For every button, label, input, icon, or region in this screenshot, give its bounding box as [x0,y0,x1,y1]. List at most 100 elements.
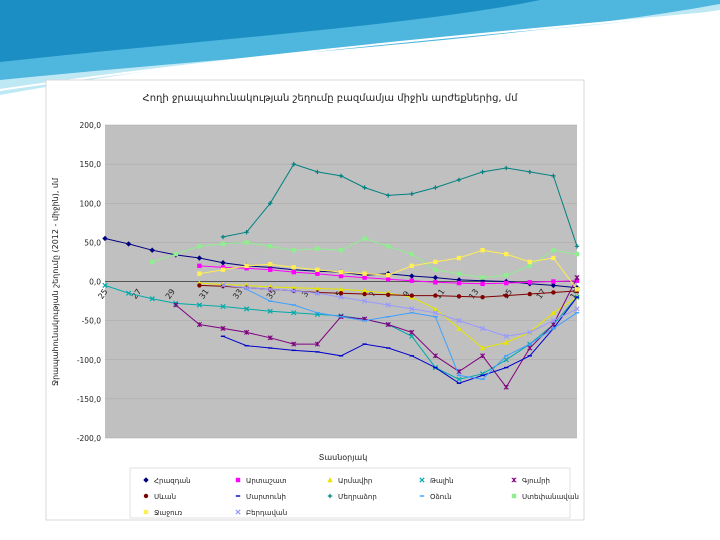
legend-box [129,467,571,519]
data-point [243,285,250,291]
legend-label: Մեղրաձոր [338,493,377,501]
data-point [456,318,462,324]
x-tick-label: 5 [334,289,344,298]
legend-item: Բերդավան [235,509,287,517]
data-point [327,493,333,499]
data-point [480,275,485,280]
data-point [409,329,415,335]
legend-item: Արմավիր [327,477,372,485]
data-point [419,477,425,483]
y-tick-label: -100,0 [77,356,101,365]
legend-item: Ջաջուռ [143,509,183,517]
data-point [456,325,462,331]
data-point [504,251,509,257]
data-point [574,275,580,281]
data-point [197,283,202,288]
data-point [551,173,556,179]
data-point [574,287,580,292]
data-point [338,273,344,279]
data-point [550,310,557,315]
data-point [551,248,556,253]
data-point [385,302,391,308]
data-point [432,353,438,359]
data-point [220,265,226,270]
series-4 [173,275,580,390]
data-point [386,292,391,298]
y-tick-label: 200,0 [80,121,102,130]
data-point [361,288,368,294]
data-point [197,244,202,249]
data-point [315,267,320,272]
data-point [386,193,391,198]
x-tick-label: 3 [300,289,310,298]
data-point [362,271,367,276]
data-point [480,294,485,300]
data-point [244,230,249,235]
series-line [222,284,578,337]
data-point [527,280,532,285]
data-point [503,384,509,390]
data-point [362,236,367,241]
legend-label: Հրազդան [154,477,191,485]
data-point [456,255,462,261]
data-point [574,306,580,312]
y-tick-label: -200,0 [77,434,101,443]
data-point [456,177,462,182]
data-point [267,335,273,341]
data-point [315,246,320,251]
data-point [503,357,509,363]
data-point [479,345,486,351]
legend-label: Թալին [430,477,454,485]
data-point [527,259,532,265]
data-point [433,185,438,190]
data-point [574,251,580,257]
x-tick-label: 9 [401,289,411,298]
data-point [235,477,241,483]
data-point [433,280,438,285]
legend-label: Սևան [154,493,176,501]
data-point [409,333,415,339]
data-point [268,267,273,272]
data-point [480,169,485,175]
data-point [386,276,391,282]
legend-item: Օձուն [419,493,452,501]
data-point [551,255,556,261]
series-8 [244,288,580,381]
data-point [291,288,297,294]
series-line [222,163,578,247]
data-point [315,271,320,276]
data-point [551,279,556,284]
data-point [409,306,415,312]
y-tick-label: -150,0 [77,395,101,404]
data-point [244,240,249,245]
data-point [314,341,320,347]
data-point [511,493,517,499]
data-point [327,477,333,483]
y-tick-label: -50,0 [82,317,102,326]
data-point [361,298,368,304]
data-point [503,339,509,345]
data-point [504,280,509,286]
y-axis: -200,0 -150,0 -100,0 -50,0 0,0 50,0 100,0 150,0… [77,121,101,443]
data-point [456,271,462,276]
data-point [527,345,533,351]
legend-item: Սևան [143,493,176,501]
data-point [291,248,296,253]
data-point [315,169,320,175]
data-point [574,244,580,249]
data-point [433,293,438,298]
data-point [503,333,509,339]
legend-item: Մարտունի [235,493,286,501]
data-point [504,165,509,171]
data-point [432,274,439,281]
data-point [268,244,273,249]
data-point [386,273,391,278]
data-point [409,273,415,279]
data-point [511,477,517,483]
series-10 [197,248,580,292]
data-point [362,185,367,190]
series-line [222,296,578,384]
data-point [432,310,439,316]
legend-label: Գյումրի [522,477,550,485]
y-axis-label: Ջրապահունակության շեղումը (2012 - միջին)… [51,177,60,386]
